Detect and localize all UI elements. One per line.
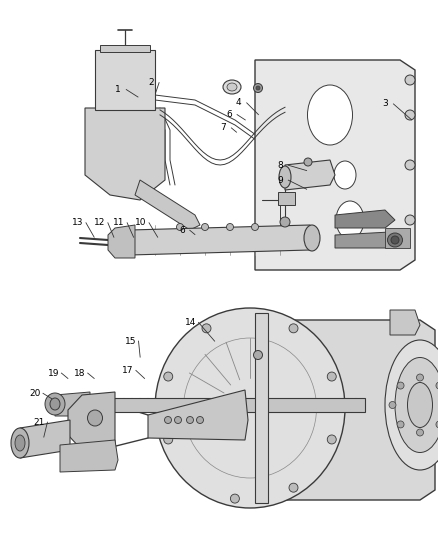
Text: 18: 18 (74, 369, 85, 377)
Text: 15: 15 (125, 337, 136, 345)
Ellipse shape (304, 158, 312, 166)
Polygon shape (255, 60, 415, 270)
Ellipse shape (395, 358, 438, 453)
Polygon shape (135, 180, 200, 230)
Ellipse shape (336, 201, 364, 239)
Text: 8: 8 (277, 161, 283, 169)
Text: 19: 19 (48, 369, 59, 377)
Ellipse shape (388, 233, 403, 247)
Ellipse shape (405, 75, 415, 85)
Ellipse shape (391, 236, 399, 244)
Ellipse shape (230, 494, 240, 503)
Ellipse shape (389, 401, 396, 408)
Ellipse shape (45, 393, 65, 415)
Ellipse shape (227, 83, 237, 91)
Polygon shape (148, 390, 248, 440)
Polygon shape (285, 160, 335, 190)
Ellipse shape (279, 166, 291, 188)
Ellipse shape (289, 324, 298, 333)
Polygon shape (390, 310, 420, 335)
Ellipse shape (223, 80, 241, 94)
Ellipse shape (256, 86, 260, 90)
Polygon shape (130, 225, 315, 255)
Ellipse shape (88, 410, 102, 426)
Text: 12: 12 (94, 219, 106, 227)
Text: 20: 20 (29, 389, 41, 398)
Ellipse shape (327, 435, 336, 444)
Polygon shape (85, 398, 365, 412)
Bar (0, 285, 438, 533)
Ellipse shape (187, 416, 194, 424)
Text: 10: 10 (135, 219, 147, 227)
Polygon shape (68, 392, 115, 450)
Polygon shape (335, 232, 400, 248)
Ellipse shape (197, 416, 204, 424)
Ellipse shape (251, 223, 258, 230)
Ellipse shape (397, 421, 404, 428)
Text: 1: 1 (115, 85, 121, 94)
Text: 3: 3 (382, 100, 389, 108)
Ellipse shape (417, 374, 424, 381)
Ellipse shape (304, 225, 320, 251)
Ellipse shape (334, 161, 356, 189)
Ellipse shape (436, 382, 438, 389)
Text: 4: 4 (236, 99, 241, 107)
Ellipse shape (436, 421, 438, 428)
Text: 17: 17 (122, 366, 134, 375)
Polygon shape (60, 440, 118, 472)
Polygon shape (278, 192, 295, 205)
Text: 2: 2 (148, 78, 154, 87)
Ellipse shape (289, 483, 298, 492)
Ellipse shape (226, 223, 233, 230)
Ellipse shape (164, 372, 173, 381)
Ellipse shape (405, 110, 415, 120)
Text: 6: 6 (179, 226, 185, 235)
Ellipse shape (165, 416, 172, 424)
Polygon shape (20, 420, 70, 458)
Ellipse shape (280, 217, 290, 227)
Polygon shape (95, 50, 155, 110)
Ellipse shape (407, 383, 432, 427)
Text: 7: 7 (220, 124, 226, 132)
Ellipse shape (174, 416, 181, 424)
Ellipse shape (254, 84, 262, 93)
Ellipse shape (405, 215, 415, 225)
Ellipse shape (327, 372, 336, 381)
Bar (385, 228, 410, 248)
Text: 9: 9 (277, 176, 283, 184)
Ellipse shape (15, 435, 25, 451)
Polygon shape (85, 108, 165, 200)
Bar (0, 0, 438, 285)
Ellipse shape (201, 223, 208, 230)
Ellipse shape (177, 223, 184, 230)
Ellipse shape (307, 85, 353, 145)
Polygon shape (55, 392, 90, 416)
Polygon shape (335, 210, 395, 228)
Text: 6: 6 (226, 110, 232, 119)
Ellipse shape (11, 428, 29, 458)
Ellipse shape (405, 160, 415, 170)
Ellipse shape (385, 340, 438, 470)
Ellipse shape (397, 382, 404, 389)
Text: 14: 14 (185, 318, 196, 327)
Ellipse shape (254, 351, 262, 359)
Polygon shape (230, 320, 435, 500)
Polygon shape (255, 313, 268, 503)
Ellipse shape (164, 435, 173, 444)
Ellipse shape (155, 308, 345, 508)
Polygon shape (108, 225, 135, 258)
Text: 13: 13 (72, 219, 84, 227)
Polygon shape (100, 45, 150, 52)
Text: 21: 21 (34, 418, 45, 426)
Ellipse shape (417, 429, 424, 436)
Text: 11: 11 (113, 219, 125, 227)
Ellipse shape (202, 324, 211, 333)
Ellipse shape (50, 398, 60, 410)
